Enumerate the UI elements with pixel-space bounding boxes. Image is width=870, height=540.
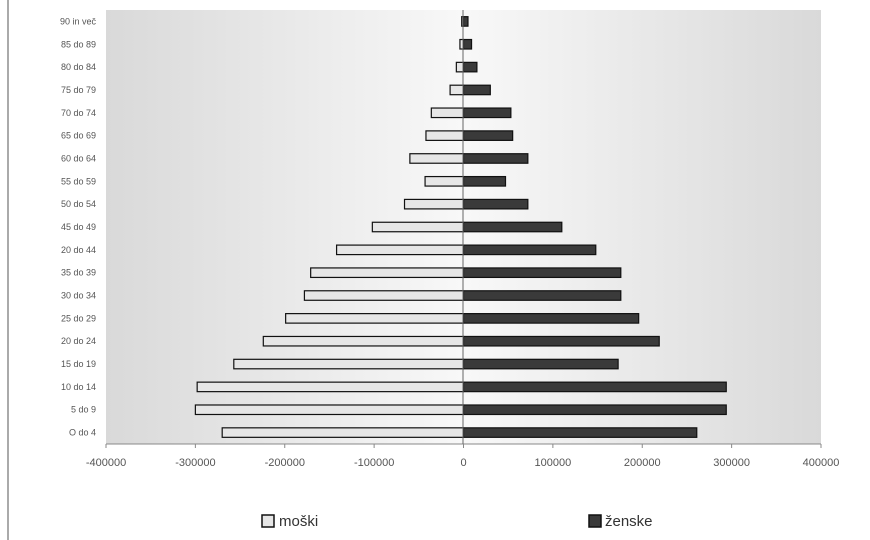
- legend-label-moski: moški: [279, 513, 318, 530]
- legend-swatch-moski: [261, 514, 275, 528]
- x-tick-label: 200000: [624, 457, 661, 469]
- x-tick-label: -200000: [265, 457, 305, 469]
- bar-zenske-15: [462, 84, 491, 96]
- category-labels-group: O do 4 5 do 9 10 do 14 15 do 19 20 do 24 25 d…: [60, 16, 97, 437]
- category-label: 55 do 59: [61, 176, 96, 186]
- bar-zenske-17: [462, 38, 473, 50]
- bar-zenske-9: [462, 221, 563, 233]
- bar-zenske-13: [462, 130, 514, 141]
- bar-zenske-5: [462, 313, 640, 324]
- legend-swatch-zenske: [588, 514, 602, 528]
- bar-zenske-3: [462, 358, 619, 370]
- category-label: O do 4: [69, 428, 96, 438]
- bar-zenske-12: [462, 153, 529, 164]
- category-label: 90 in več: [60, 16, 97, 26]
- category-label: 25 do 29: [61, 313, 96, 323]
- bar-zenske-14: [462, 107, 512, 119]
- bar-zenske-11: [462, 175, 507, 187]
- bar-zenske-8: [462, 244, 597, 256]
- bar-zenske-2: [462, 381, 727, 393]
- legend: moški ženske: [261, 513, 653, 530]
- bar-moski-4: [262, 335, 465, 347]
- category-label: 15 do 19: [61, 359, 96, 369]
- category-label: 65 do 69: [61, 131, 96, 141]
- bar-moski-5: [285, 313, 465, 324]
- x-tick-label: -400000: [86, 457, 126, 469]
- category-label: 60 do 64: [61, 153, 96, 163]
- category-label: 80 do 84: [61, 62, 96, 72]
- bar-moski-1: [194, 404, 465, 416]
- category-label: 75 do 79: [61, 85, 96, 95]
- bar-moski-10: [403, 198, 465, 210]
- bar-moski-15: [449, 84, 465, 96]
- bar-moski-13: [425, 130, 465, 141]
- bar-moski-6: [303, 290, 465, 301]
- legend-label-zenske: ženske: [605, 513, 653, 530]
- bar-moski-8: [335, 244, 465, 256]
- category-label: 35 do 39: [61, 268, 96, 278]
- bar-zenske-1: [462, 404, 727, 416]
- bar-moski-9: [371, 221, 465, 233]
- x-tick-label: -100000: [354, 457, 394, 469]
- x-tick-labels-group: -400000 -300000 -200000 -100000 0 100000 20000…: [86, 444, 840, 469]
- category-label: 70 do 74: [61, 108, 96, 118]
- category-label: 20 do 44: [61, 245, 96, 255]
- bar-moski-16: [455, 61, 465, 73]
- x-tick-label: 300000: [713, 457, 750, 469]
- category-label: 5 do 9: [71, 405, 96, 415]
- bar-zenske-10: [462, 198, 529, 210]
- category-label: 85 do 89: [61, 39, 96, 49]
- bar-moski-11: [424, 175, 465, 187]
- bar-moski-0: [221, 427, 465, 438]
- category-label: 20 do 24: [61, 336, 96, 346]
- category-label: 10 do 14: [61, 382, 96, 392]
- bar-zenske-18: [462, 16, 469, 27]
- x-tick-label: -300000: [175, 457, 215, 469]
- category-label: 45 do 49: [61, 222, 96, 232]
- bar-moski-2: [196, 381, 465, 393]
- bar-moski-12: [409, 153, 465, 164]
- bar-zenske-0: [462, 427, 698, 438]
- category-label: 30 do 34: [61, 291, 96, 301]
- x-tick-label: 100000: [535, 457, 572, 469]
- bar-moski-14: [430, 107, 465, 119]
- category-label: 50 do 54: [61, 199, 96, 209]
- x-tick-label: 0: [460, 457, 466, 469]
- bar-zenske-6: [462, 290, 622, 301]
- bar-moski-7: [310, 267, 465, 279]
- bar-zenske-7: [462, 267, 622, 279]
- bar-zenske-4: [462, 335, 660, 347]
- x-tick-label: 400000: [803, 457, 840, 469]
- bar-moski-3: [233, 358, 465, 370]
- bar-zenske-16: [462, 61, 478, 73]
